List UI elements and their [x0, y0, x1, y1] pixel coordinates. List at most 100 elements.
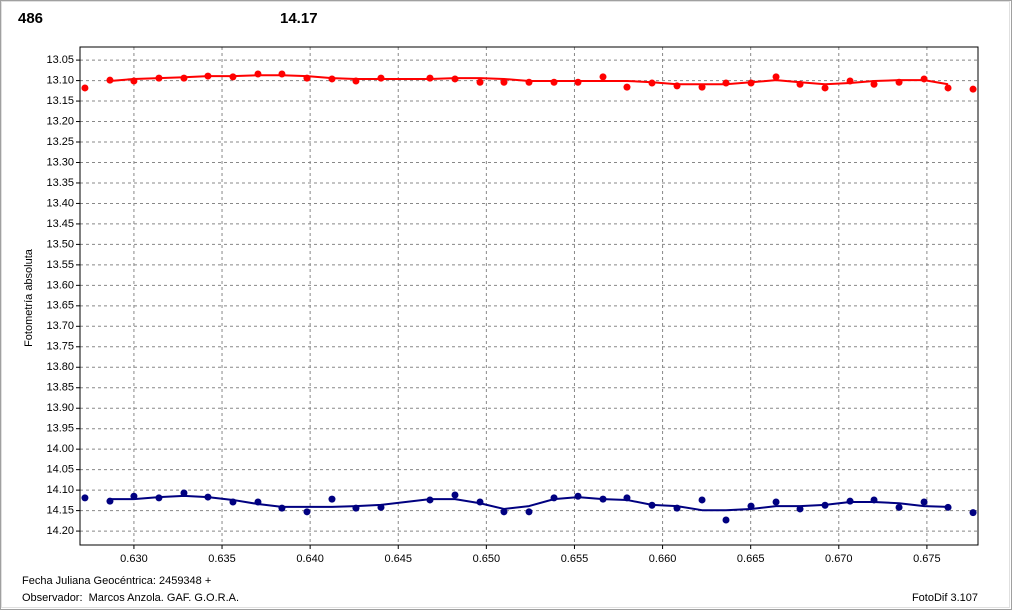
- y-tick-label: 14.05: [46, 464, 74, 476]
- data-point: [476, 498, 484, 506]
- y-tick-label: 13.45: [46, 218, 74, 230]
- plot-border: [79, 46, 979, 546]
- data-point: [426, 74, 434, 82]
- data-point: [278, 504, 286, 512]
- data-point: [747, 79, 755, 87]
- data-point: [550, 494, 558, 502]
- data-point: [229, 73, 237, 81]
- y-tick-label: 14.10: [46, 484, 74, 496]
- y-tick-label: 13.30: [46, 156, 74, 168]
- data-point: [599, 73, 607, 81]
- y-tick-label: 13.55: [46, 259, 74, 271]
- data-point: [81, 494, 89, 502]
- data-point: [821, 84, 829, 92]
- y-tick-label: 14.15: [46, 505, 74, 517]
- data-point: [328, 495, 336, 503]
- data-point: [698, 83, 706, 91]
- data-point: [303, 74, 311, 82]
- y-tick-label: 13.75: [46, 341, 74, 353]
- y-tick-label: 13.05: [46, 54, 74, 66]
- data-point: [796, 505, 804, 513]
- data-point: [106, 76, 114, 84]
- data-point: [574, 492, 582, 500]
- x-tick-label: 0.660: [649, 553, 677, 565]
- plot-area: [80, 47, 978, 545]
- y-tick-label: 13.60: [46, 279, 74, 291]
- data-point: [476, 78, 484, 86]
- data-point: [944, 84, 952, 92]
- data-point: [550, 78, 558, 86]
- y-tick-label: 14.20: [46, 525, 74, 537]
- data-point: [254, 498, 262, 506]
- data-point: [500, 78, 508, 86]
- plot: 13.05 13.10 13.15 13.20 13.25 13.30 13.35 13.40…: [46, 46, 979, 565]
- y-tick-label: 13.95: [46, 423, 74, 435]
- data-point: [500, 508, 508, 516]
- data-point: [623, 83, 631, 91]
- data-point: [377, 74, 385, 82]
- x-tick-label: 0.650: [473, 553, 501, 565]
- data-point: [352, 77, 360, 85]
- y-tick-label: 13.70: [46, 320, 74, 332]
- fit-line: [109, 74, 949, 86]
- annotation: 486: [18, 10, 43, 27]
- y-tick-label: 13.90: [46, 402, 74, 414]
- x-tick-label: 0.630: [120, 553, 148, 565]
- y-tick-label: 13.15: [46, 95, 74, 107]
- data-point: [969, 85, 977, 93]
- data-point: [229, 498, 237, 506]
- data-point: [623, 494, 631, 502]
- data-point: [722, 79, 730, 87]
- data-point: [698, 496, 706, 504]
- data-point: [352, 504, 360, 512]
- x-tick-label: 0.640: [296, 553, 324, 565]
- data-point: [155, 494, 163, 502]
- data-point: [870, 80, 878, 88]
- data-point: [155, 74, 163, 82]
- data-point: [377, 503, 385, 511]
- data-point: [180, 74, 188, 82]
- data-point: [673, 504, 681, 512]
- data-point: [944, 503, 952, 511]
- footer-software: FotoDif 3.107: [912, 592, 978, 604]
- y-tick-label: 13.20: [46, 115, 74, 127]
- data-point: [870, 496, 878, 504]
- x-tick-label: 0.635: [208, 553, 236, 565]
- x-tick-label: 0.655: [561, 553, 589, 565]
- data-point: [747, 502, 755, 510]
- data-point: [204, 72, 212, 80]
- y-tick-label: 13.25: [46, 136, 74, 148]
- y-tick-label: 13.40: [46, 197, 74, 209]
- data-point: [525, 78, 533, 86]
- data-point: [920, 75, 928, 83]
- data-point: [426, 496, 434, 504]
- data-point: [969, 509, 977, 517]
- data-point: [722, 516, 730, 524]
- data-point: [81, 84, 89, 92]
- data-point: [106, 497, 114, 505]
- y-tick-label: 13.50: [46, 238, 74, 250]
- x-tick-label: 0.670: [825, 553, 853, 565]
- data-point: [772, 498, 780, 506]
- y-tick-label: 14.00: [46, 443, 74, 455]
- data-point: [796, 80, 804, 88]
- footer-observer: Observador: Marcos Anzola. GAF. G.O.R.A.: [22, 592, 239, 604]
- y-tick-label: 13.85: [46, 382, 74, 394]
- data-point: [278, 70, 286, 78]
- data-point: [180, 489, 188, 497]
- x-tick-label: 0.645: [384, 553, 412, 565]
- y-tick-label: 13.10: [46, 74, 74, 86]
- data-point: [895, 503, 903, 511]
- data-point: [648, 501, 656, 509]
- y-axis-label: Fotometría absoluta: [23, 248, 35, 347]
- data-point: [648, 79, 656, 87]
- data-point: [525, 508, 533, 516]
- data-point: [574, 78, 582, 86]
- data-point: [599, 495, 607, 503]
- x-tick-label: 0.665: [737, 553, 765, 565]
- footer-date: Fecha Juliana Geocéntrica: 2459348 +: [22, 575, 211, 587]
- data-point: [130, 492, 138, 500]
- data-point: [451, 491, 459, 499]
- data-point: [303, 508, 311, 516]
